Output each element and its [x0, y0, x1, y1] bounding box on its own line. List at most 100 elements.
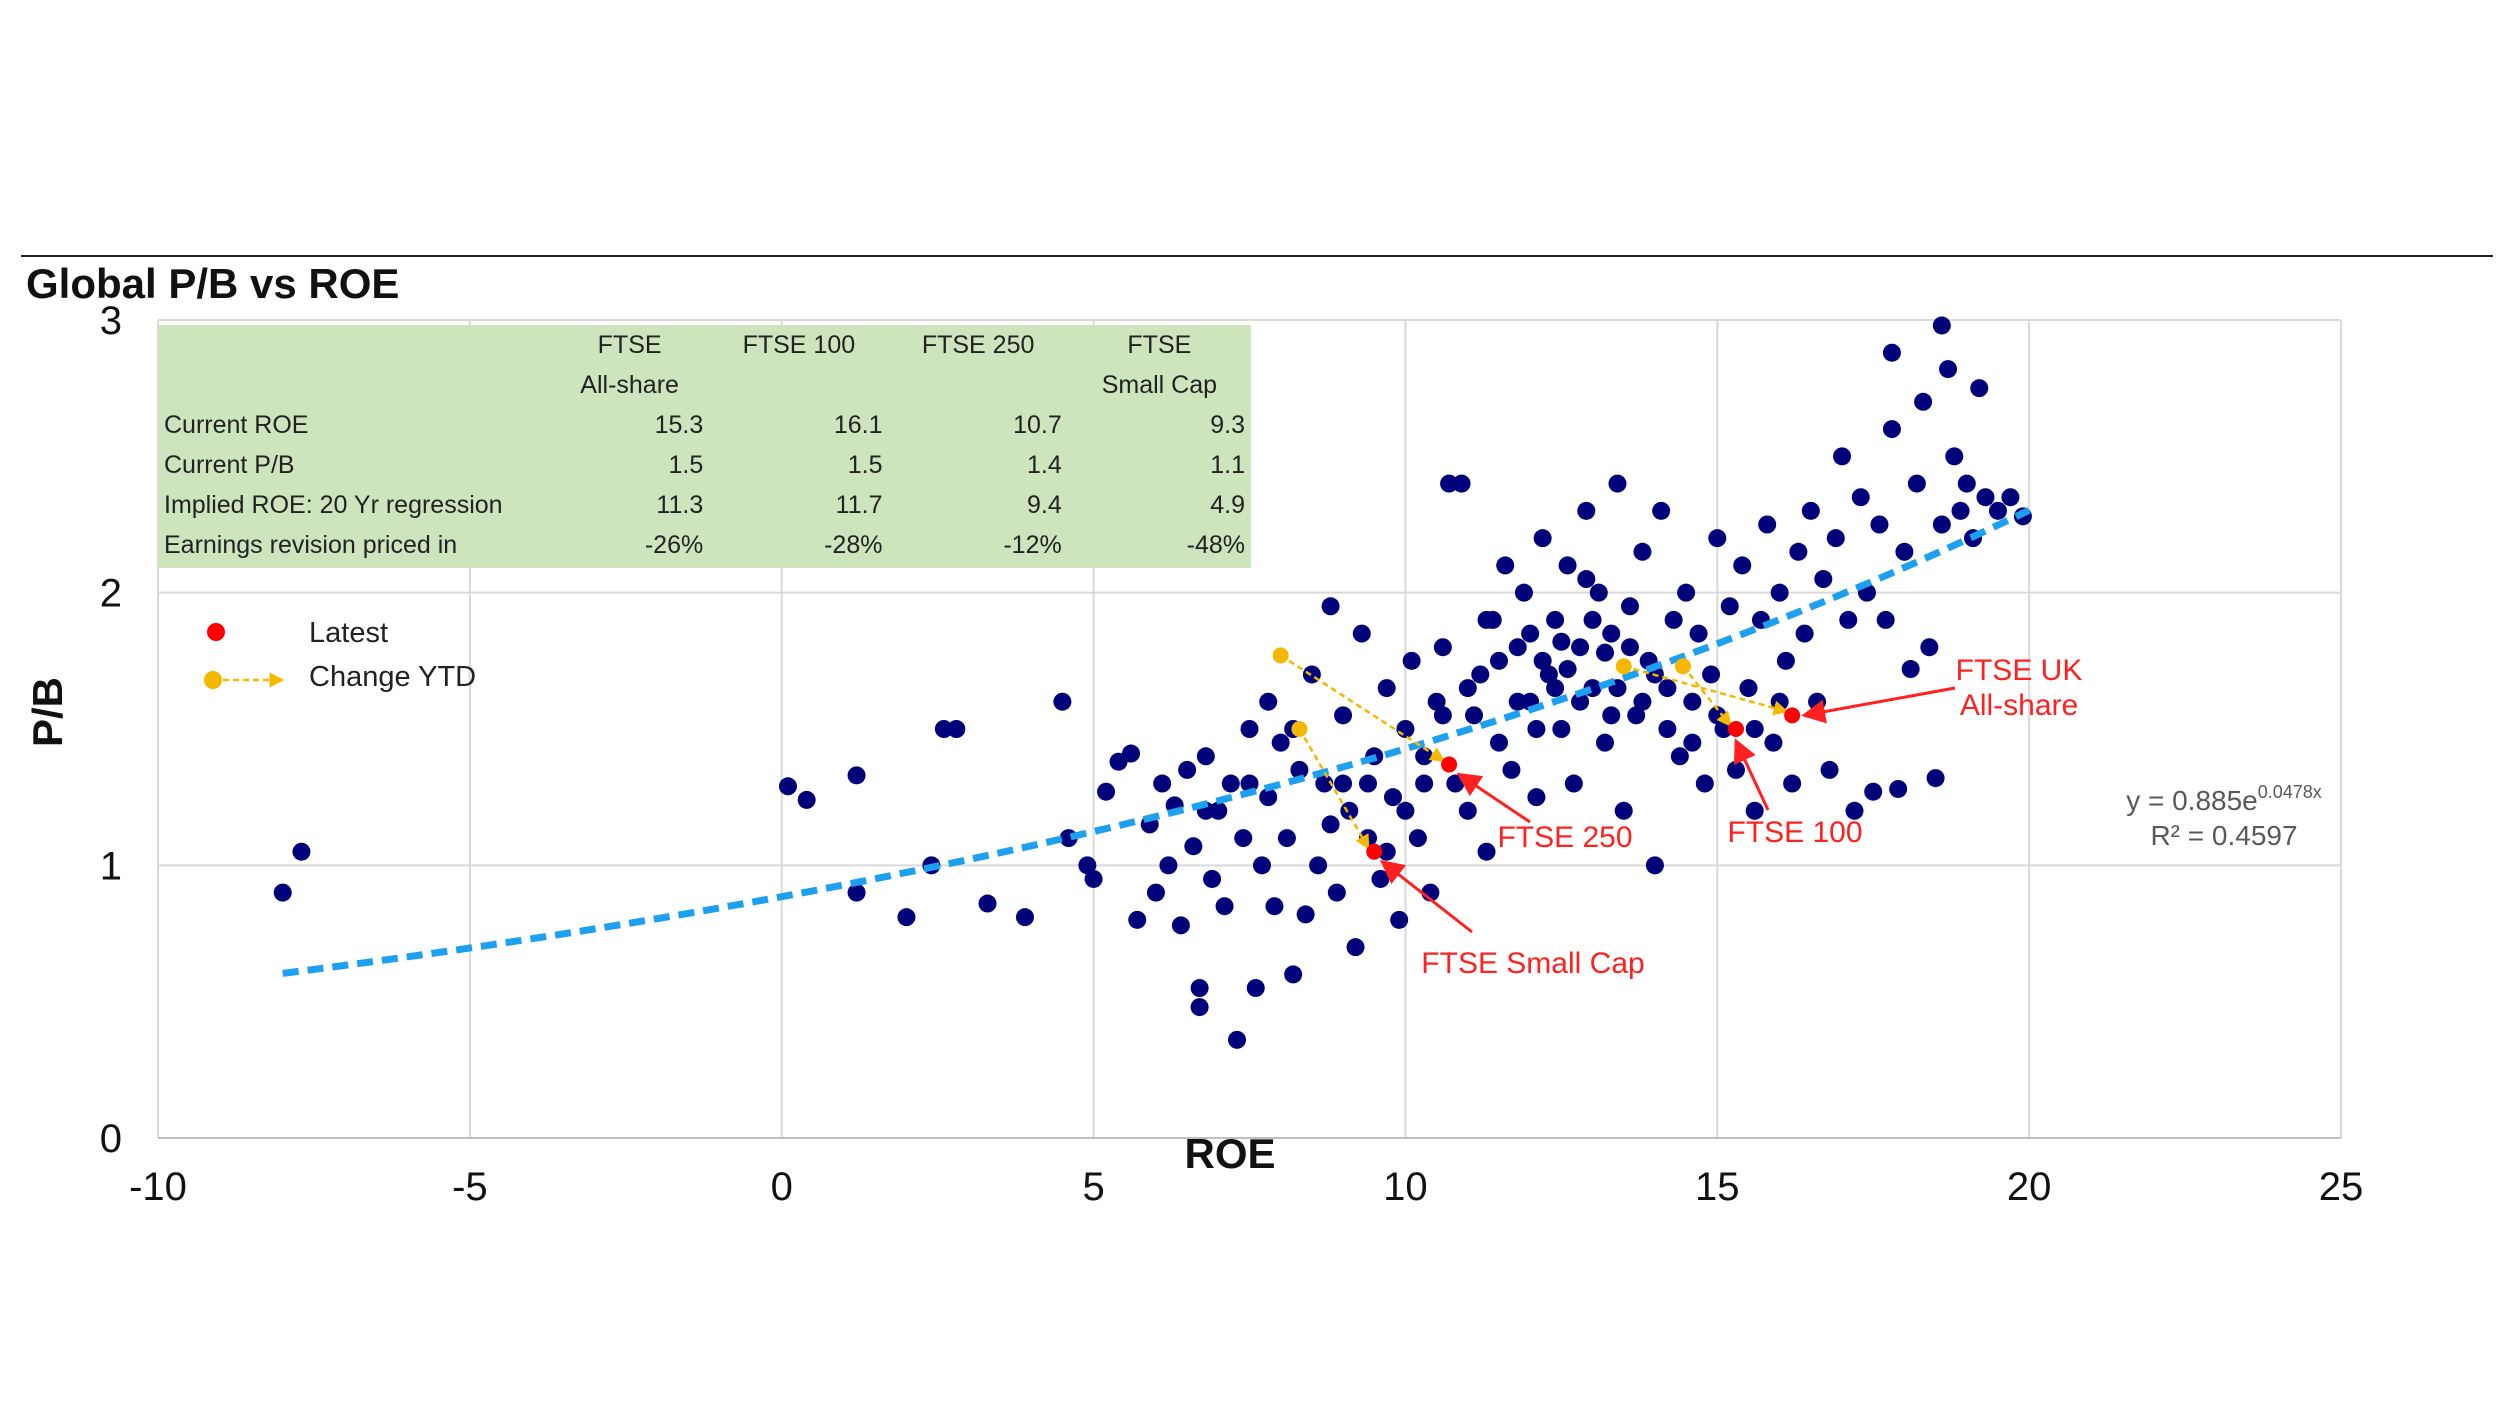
data-point [1758, 515, 1777, 534]
data-point [1833, 447, 1852, 466]
data-point [1720, 597, 1739, 616]
data-point [1708, 529, 1727, 548]
table-cell: 1.4 [1026, 451, 1062, 479]
data-point [1015, 908, 1034, 927]
data-point [1926, 769, 1945, 788]
data-point [1939, 360, 1958, 379]
data-point [1552, 632, 1571, 651]
table-cell: 16.1 [833, 411, 883, 439]
trendline [282, 507, 2031, 977]
data-point [1620, 638, 1639, 657]
table-cell: 1.5 [668, 451, 704, 479]
data-point [797, 790, 816, 809]
data-point [1159, 856, 1178, 875]
data-point [897, 908, 916, 927]
summary-table: FTSE FTSE 100 FTSE 250 FTSE All-share Sm… [158, 325, 1251, 568]
data-point [1652, 501, 1671, 520]
data-point [947, 720, 966, 738]
data-point [1396, 801, 1415, 820]
ytd-start-point [1272, 647, 1289, 664]
data-point [273, 883, 292, 902]
table-cell: -28% [824, 531, 883, 559]
x-tick-label: -10 [129, 1165, 187, 1209]
table-header-row-1: FTSE FTSE 100 FTSE 250 FTSE [158, 325, 1251, 365]
data-point [1489, 651, 1508, 670]
data-point [1764, 733, 1783, 752]
data-point [1433, 638, 1452, 657]
data-point [1689, 624, 1708, 643]
data-point [1271, 733, 1290, 752]
data-point [1845, 801, 1864, 820]
data-point [1178, 760, 1197, 779]
data-point [1259, 788, 1278, 807]
data-point [1876, 610, 1895, 629]
data-point [1184, 837, 1203, 856]
data-point [1683, 733, 1702, 752]
data-point [1546, 679, 1565, 698]
data-point [1789, 542, 1808, 561]
chart-title: Global P/B vs ROE [26, 260, 400, 307]
data-point [1889, 779, 1908, 798]
data-point [1633, 692, 1652, 711]
data-point [847, 883, 866, 902]
data-point [1228, 1030, 1247, 1049]
annotation-smallcap: FTSE Small Cap [1421, 947, 1644, 980]
data-point [1377, 679, 1396, 698]
x-tick-label: 25 [2319, 1165, 2364, 1209]
y-axis-label: P/B [24, 677, 71, 747]
data-point [1702, 665, 1721, 684]
table-header: Small Cap [1101, 371, 1218, 399]
data-point [1733, 556, 1752, 575]
data-point [1458, 801, 1477, 820]
data-point [1502, 760, 1521, 779]
x-axis-label: ROE [1184, 1130, 1275, 1177]
ytd-start-point [1291, 721, 1308, 737]
data-point [1309, 856, 1328, 875]
data-point [1327, 883, 1346, 902]
table-header: FTSE [1127, 331, 1192, 359]
data-point [1153, 774, 1172, 793]
x-tick-label: -5 [452, 1165, 488, 1209]
annotation-arrow [1456, 772, 1531, 824]
data-point [1496, 556, 1515, 575]
data-point [1571, 638, 1590, 657]
data-point [1359, 774, 1378, 793]
header-rule [21, 255, 2493, 257]
data-point [1334, 774, 1353, 793]
data-point [1932, 515, 1951, 534]
data-point [1901, 660, 1920, 679]
annotation-all-share: All-share [1960, 689, 2078, 722]
data-point [978, 894, 997, 913]
data-point [1870, 515, 1889, 534]
data-point [1146, 883, 1165, 902]
data-point [1209, 801, 1228, 820]
y-tick-label: 1 [100, 844, 122, 888]
data-point [1945, 447, 1964, 466]
data-point [1808, 692, 1827, 711]
data-point [778, 777, 797, 796]
legend-ytd-label: Change YTD [309, 661, 476, 693]
data-point [1558, 660, 1577, 679]
data-point [1477, 842, 1496, 861]
data-point [1620, 597, 1639, 616]
ytd-start-point [1615, 658, 1632, 675]
data-point [1190, 998, 1209, 1017]
x-tick-label: 10 [1383, 1165, 1428, 1209]
table-row: Current ROE 15.3 16.1 10.7 9.3 [158, 405, 1251, 445]
data-point [1577, 570, 1596, 589]
data-point [1602, 706, 1621, 725]
data-point [1826, 529, 1845, 548]
annotation-ftse250: FTSE 250 [1497, 821, 1632, 854]
data-point [1608, 474, 1627, 493]
table-header-row-2: All-share Small Cap [158, 365, 1251, 405]
table-cell: Implied ROE: 20 Yr regression [164, 491, 503, 519]
data-point [1627, 706, 1646, 725]
table-cell: -48% [1186, 531, 1245, 559]
data-point [1296, 905, 1315, 924]
table-cell: -26% [644, 531, 704, 559]
latest-point [1784, 707, 1801, 724]
data-point [1415, 747, 1434, 766]
data-point [1508, 692, 1527, 711]
data-point [1882, 343, 1901, 362]
data-point [1589, 583, 1608, 602]
